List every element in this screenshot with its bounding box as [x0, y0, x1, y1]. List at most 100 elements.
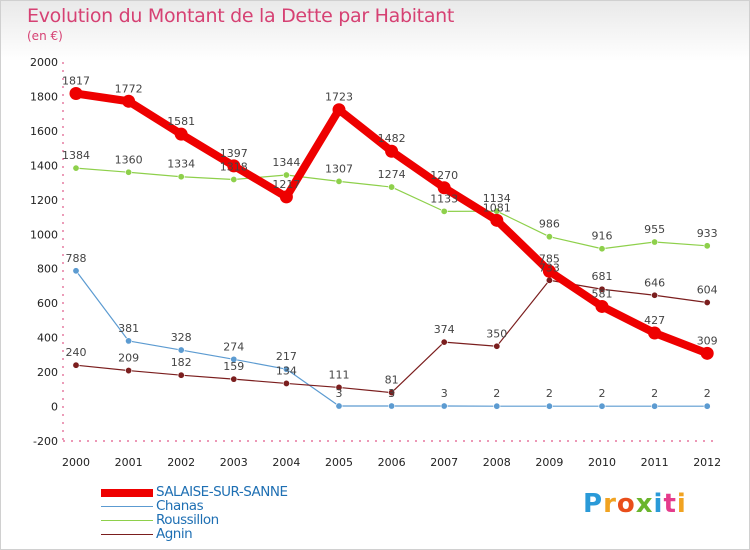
data-label: 134	[276, 364, 297, 377]
data-point	[177, 371, 185, 379]
data-label: 1397	[220, 147, 248, 160]
data-label: 733	[539, 261, 560, 274]
y-tick-label: -200	[33, 435, 58, 448]
data-point	[648, 326, 662, 340]
y-tick-label: 0	[51, 401, 58, 414]
data-point	[598, 245, 606, 253]
logo-letter: r	[603, 489, 617, 519]
x-tick-label: 2007	[430, 456, 458, 469]
data-point	[545, 233, 553, 241]
data-point	[703, 242, 711, 250]
data-point	[440, 402, 448, 410]
data-label: 1334	[167, 158, 195, 171]
x-tick-label: 2004	[272, 456, 300, 469]
data-label: 1133	[430, 192, 458, 205]
data-label: 3	[441, 387, 448, 400]
chart-title: Evolution du Montant de la Dette par Hab…	[27, 5, 455, 27]
x-tick-label: 2001	[115, 456, 143, 469]
data-point	[177, 346, 185, 354]
data-label: 1360	[115, 153, 143, 166]
data-point	[388, 183, 396, 191]
logo-letter: i	[676, 489, 687, 519]
data-point	[335, 177, 343, 185]
data-label: 1344	[272, 156, 300, 169]
data-label: 111	[329, 368, 350, 381]
y-tick-label: 200	[37, 366, 58, 379]
data-point	[651, 238, 659, 246]
data-label: 1482	[378, 132, 406, 145]
data-point	[230, 175, 238, 183]
x-tick-label: 2005	[325, 456, 353, 469]
data-point	[230, 355, 238, 363]
x-tick-label: 2011	[641, 456, 669, 469]
x-tick-label: 2006	[378, 456, 406, 469]
x-tick-label: 2003	[220, 456, 248, 469]
data-label: 604	[697, 283, 718, 296]
data-label: 581	[592, 287, 613, 300]
x-tick-label: 2010	[588, 456, 616, 469]
data-label: 955	[644, 223, 665, 236]
x-tick-label: 2002	[167, 456, 195, 469]
data-label: 328	[171, 331, 192, 344]
data-point	[493, 342, 501, 350]
data-label: 240	[66, 346, 87, 359]
data-label: 788	[66, 252, 87, 265]
y-tick-label: 800	[37, 263, 58, 276]
data-point	[388, 402, 396, 410]
data-label: 1134	[483, 192, 511, 205]
data-point	[545, 276, 553, 284]
series-lines	[69, 87, 714, 410]
logo-letter: i	[653, 489, 664, 519]
data-label: 1274	[378, 168, 406, 181]
data-point	[282, 171, 290, 179]
data-label: 2	[493, 387, 500, 400]
data-point	[125, 168, 133, 176]
data-label: 217	[276, 350, 297, 363]
data-label: 3	[336, 387, 343, 400]
data-point	[388, 389, 396, 397]
data-point	[177, 173, 185, 181]
data-point	[651, 402, 659, 410]
data-label: 159	[223, 360, 244, 373]
data-point	[651, 291, 659, 299]
legend-swatch-agnin	[101, 534, 153, 535]
data-label: 2	[599, 387, 606, 400]
y-tick-label: 2000	[30, 56, 58, 69]
data-label: 1217	[272, 178, 300, 191]
legend-label-agnin: Agnin	[156, 526, 193, 542]
y-tick-label: 1400	[30, 159, 58, 172]
data-label: 81	[385, 374, 399, 387]
data-label: 2	[651, 387, 658, 400]
y-tick-label: 1600	[30, 125, 58, 138]
data-point	[493, 402, 501, 410]
data-point	[282, 365, 290, 373]
data-label: 1581	[167, 115, 195, 128]
y-tick-label: 600	[37, 297, 58, 310]
data-point	[700, 346, 714, 360]
data-label: 986	[539, 218, 560, 231]
data-point	[282, 379, 290, 387]
legend-swatch-roussillon	[101, 520, 153, 521]
data-point	[542, 264, 556, 278]
legend-swatch-salaise	[101, 489, 153, 497]
data-point	[440, 207, 448, 215]
data-label: 2	[546, 387, 553, 400]
data-point	[72, 267, 80, 275]
data-label: 933	[697, 227, 718, 240]
proxiti-logo: Proxiti	[583, 489, 687, 519]
data-point	[440, 338, 448, 346]
x-tick-label: 2012	[693, 456, 721, 469]
logo-letter: x	[635, 489, 654, 519]
data-point	[545, 402, 553, 410]
data-point	[279, 190, 293, 204]
data-point	[385, 144, 399, 158]
y-tick-label: 400	[37, 332, 58, 345]
chart-unit: (en €)	[27, 29, 63, 43]
data-point	[332, 103, 346, 117]
data-point	[125, 367, 133, 375]
data-label: 681	[592, 270, 613, 283]
data-point	[703, 298, 711, 306]
data-label: 1723	[325, 91, 353, 104]
data-label: 350	[486, 327, 507, 340]
